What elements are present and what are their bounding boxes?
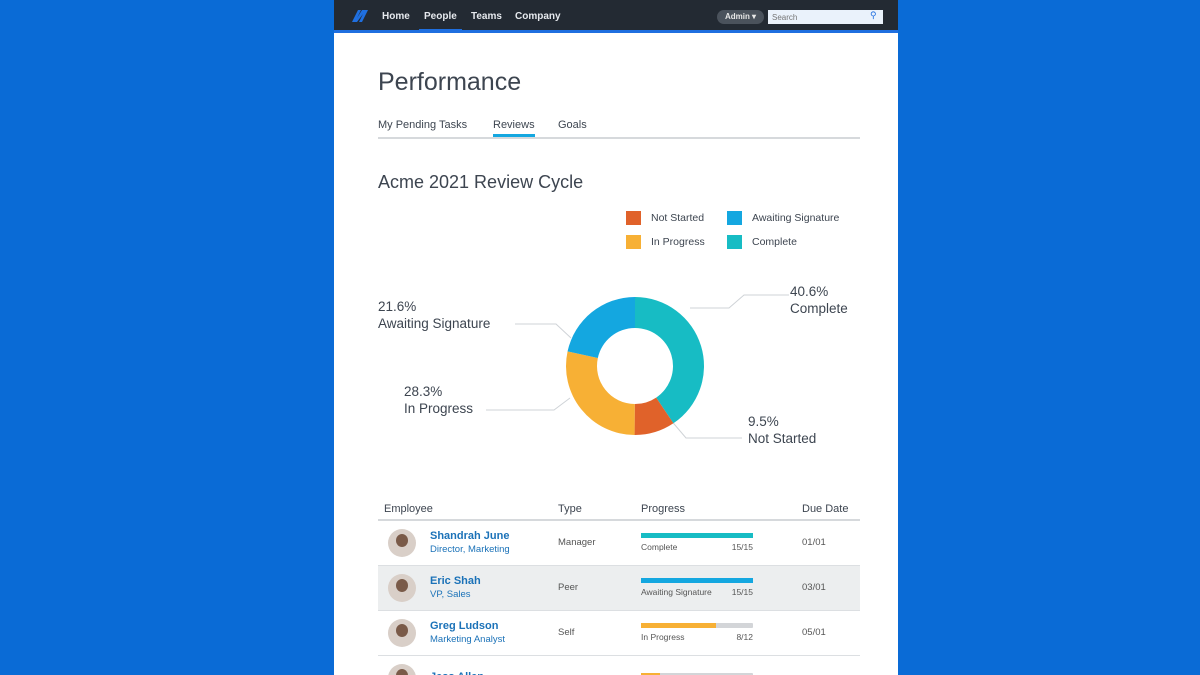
tab-bar: My Pending Tasks Reviews Goals bbox=[378, 119, 860, 139]
col-progress[interactable]: Progress bbox=[635, 500, 796, 521]
progress-count: 8/12 bbox=[736, 632, 753, 642]
review-type: Peer bbox=[552, 565, 635, 611]
table-row[interactable]: Shandrah June Director, Marketing Manager… bbox=[378, 520, 860, 566]
due-date: 01/01 bbox=[796, 520, 860, 566]
due-date: 03/01 bbox=[796, 565, 860, 611]
col-employee[interactable]: Employee bbox=[378, 500, 552, 521]
table-row[interactable]: Greg Ludson Marketing Analyst Self In Pro… bbox=[378, 610, 860, 656]
employee-name[interactable]: Shandrah June bbox=[430, 530, 510, 543]
admin-dropdown[interactable]: Admin ▾ bbox=[717, 10, 764, 24]
progress-count: 15/15 bbox=[731, 542, 753, 553]
label-in-progress: 28.3% In Progress bbox=[404, 384, 474, 416]
employee-name[interactable]: Jess Allen bbox=[430, 671, 484, 675]
progress-bar bbox=[641, 533, 753, 539]
slice-complete bbox=[635, 297, 704, 424]
avatar bbox=[388, 573, 416, 602]
nav-people[interactable]: People bbox=[419, 11, 462, 32]
logo-icon[interactable] bbox=[350, 8, 370, 24]
slice-awaiting-signature bbox=[567, 297, 635, 358]
progress-count: 15/15 bbox=[731, 587, 753, 597]
search-icon[interactable]: ⚲ bbox=[870, 10, 877, 20]
avatar bbox=[388, 663, 416, 675]
due-date bbox=[796, 655, 860, 675]
col-due-date[interactable]: Due Date bbox=[796, 500, 860, 521]
progress-status: In Progress bbox=[641, 632, 685, 642]
progress-bar bbox=[641, 623, 753, 628]
avatar bbox=[388, 618, 416, 647]
progress-fill bbox=[641, 578, 753, 583]
employee-name[interactable]: Eric Shah bbox=[430, 575, 481, 587]
tab-goals[interactable]: Goals bbox=[558, 119, 587, 131]
slice-not-started bbox=[634, 397, 674, 435]
search-input[interactable] bbox=[768, 10, 883, 24]
review-type: Manager bbox=[552, 520, 635, 566]
donut-chart bbox=[486, 294, 789, 439]
review-type: Self bbox=[552, 610, 635, 656]
label-complete: 40.6% Complete bbox=[790, 284, 848, 316]
nav-teams[interactable]: Teams bbox=[471, 11, 502, 22]
tab-my-pending-tasks[interactable]: My Pending Tasks bbox=[378, 119, 468, 131]
avatar bbox=[388, 528, 416, 557]
employee-name[interactable]: Greg Ludson bbox=[430, 620, 499, 632]
employee-title: Marketing Analyst bbox=[430, 634, 505, 645]
label-not-started: 9.5% Not Started bbox=[748, 414, 817, 446]
employee-title: VP, Sales bbox=[430, 589, 471, 600]
nav-company[interactable]: Company bbox=[515, 11, 561, 22]
page-title: Performance bbox=[378, 68, 522, 96]
legend-not-started: Not Started bbox=[626, 211, 704, 225]
review-type bbox=[552, 655, 635, 675]
table-row[interactable]: Jess Allen bbox=[378, 655, 860, 675]
progress-status: Awaiting Signature bbox=[641, 587, 712, 597]
legend-in-progress: In Progress bbox=[626, 235, 705, 249]
legend-awaiting-signature: Awaiting Signature bbox=[727, 211, 839, 225]
tab-reviews[interactable]: Reviews bbox=[493, 119, 535, 137]
progress-fill bbox=[641, 673, 661, 675]
label-awaiting-signature: 21.6% Awaiting Signature bbox=[378, 299, 491, 331]
reviews-table: Employee Type Progress Due Date Shandrah… bbox=[378, 500, 860, 675]
app-window: Home People Teams Company Admin ▾ ⚲ Perf… bbox=[334, 0, 898, 675]
employee-title: Director, Marketing bbox=[430, 544, 510, 556]
slice-in-progress bbox=[566, 351, 635, 435]
progress-bar bbox=[641, 673, 753, 675]
col-type[interactable]: Type bbox=[552, 500, 635, 521]
due-date: 05/01 bbox=[796, 610, 860, 656]
progress-bar bbox=[641, 578, 753, 583]
nav-home[interactable]: Home bbox=[382, 11, 410, 22]
top-nav: Home People Teams Company Admin ▾ ⚲ bbox=[334, 0, 898, 33]
progress-fill bbox=[641, 533, 753, 539]
progress-status: Complete bbox=[641, 542, 678, 553]
progress-fill bbox=[641, 623, 716, 628]
section-title: Acme 2021 Review Cycle bbox=[378, 172, 584, 192]
table-row[interactable]: Eric Shah VP, Sales Peer Awaiting Signatu… bbox=[378, 565, 860, 611]
legend-complete: Complete bbox=[727, 235, 797, 249]
